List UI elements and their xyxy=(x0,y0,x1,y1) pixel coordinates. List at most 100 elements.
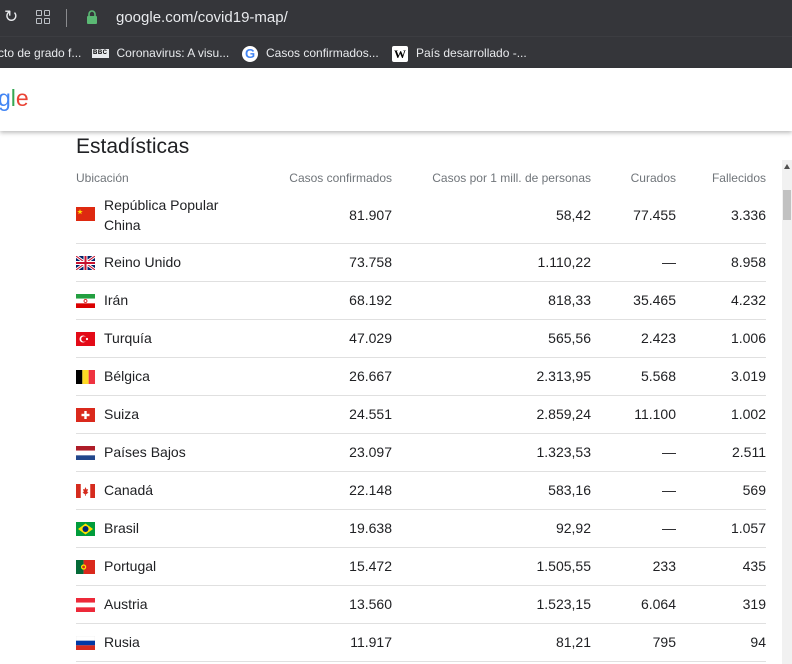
iran-flag xyxy=(76,294,95,308)
confirmed-cases: 13.560 xyxy=(349,596,392,612)
scroll-up-icon[interactable] xyxy=(784,164,790,169)
country-name: Brasil xyxy=(104,520,140,536)
page-title: Estadísticas xyxy=(76,135,190,158)
stats-table: República Popular China 81.907 58,42 77.… xyxy=(76,190,766,662)
cases-per-million: 818,33 xyxy=(548,292,591,308)
page-header: gle xyxy=(0,68,792,131)
reload-icon[interactable]: ↻ xyxy=(4,7,19,26)
deaths-count: 3.336 xyxy=(730,207,766,223)
recovered-count: 77.455 xyxy=(633,207,676,223)
cases-per-million: 1.523,15 xyxy=(536,596,592,612)
cases-per-million: 2.313,95 xyxy=(536,368,592,384)
recovered-count: — xyxy=(662,444,676,460)
bookmark-label: cto de grado f... xyxy=(0,46,82,60)
confirmed-cases: 15.472 xyxy=(349,558,392,574)
column-header-confirmed[interactable]: Casos confirmados xyxy=(289,171,392,185)
country-name: Suiza xyxy=(104,406,140,422)
deaths-count: 1.002 xyxy=(730,406,766,422)
bookmark-label: País desarrollado -... xyxy=(416,46,527,60)
bookmark-item[interactable]: G Casos confirmados... xyxy=(242,43,379,63)
deaths-count: 1.057 xyxy=(730,520,766,536)
confirmed-cases: 22.148 xyxy=(349,482,392,498)
logo-letter: e xyxy=(15,85,29,111)
china-flag xyxy=(76,207,95,221)
confirmed-cases: 23.097 xyxy=(349,444,392,460)
cases-per-million: 1.110,22 xyxy=(537,254,591,270)
cases-per-million: 565,56 xyxy=(548,330,591,346)
bbc-icon: BBC xyxy=(92,49,109,59)
bookmark-item[interactable]: W País desarrollado -... xyxy=(392,43,527,63)
country-name: Portugal xyxy=(104,558,157,574)
url-text[interactable]: google.com/covid19-map/ xyxy=(116,9,288,26)
austria-flag xyxy=(76,598,95,612)
russia-flag xyxy=(76,636,95,650)
recovered-count: 2.423 xyxy=(640,330,676,346)
country-name: Turquía xyxy=(104,330,152,346)
deaths-count: 2.511 xyxy=(732,444,766,460)
table-row[interactable]: Países Bajos 23.097 1.323,53 — 2.511 xyxy=(76,434,766,472)
confirmed-cases: 81.907 xyxy=(349,207,392,223)
table-row[interactable]: Irán 68.192 818,33 35.465 4.232 xyxy=(76,282,766,320)
wikipedia-icon: W xyxy=(392,45,408,62)
deaths-count: 569 xyxy=(742,482,766,498)
switzerland-flag xyxy=(76,408,95,422)
recovered-count: 795 xyxy=(652,634,676,650)
table-row[interactable]: Reino Unido 73.758 1.110,22 — 8.958 xyxy=(76,244,766,282)
bookmark-item[interactable]: BBC Coronavirus: A visu... xyxy=(92,43,229,63)
table-row[interactable]: República Popular China 81.907 58,42 77.… xyxy=(76,190,766,244)
deaths-count: 319 xyxy=(742,596,766,612)
country-name: Países Bajos xyxy=(104,444,186,460)
table-row[interactable]: Suiza 24.551 2.859,24 11.100 1.002 xyxy=(76,396,766,434)
cases-per-million: 583,16 xyxy=(548,482,591,498)
recovered-count: 11.100 xyxy=(634,406,676,422)
recovered-count: — xyxy=(662,254,676,270)
cases-per-million: 1.505,55 xyxy=(536,558,592,574)
recovered-count: 5.568 xyxy=(640,368,676,384)
confirmed-cases: 11.917 xyxy=(350,634,392,650)
column-header-recovered[interactable]: Curados xyxy=(630,171,676,185)
turkey-flag xyxy=(76,332,95,346)
deaths-count: 1.006 xyxy=(730,330,766,346)
scrollbar[interactable] xyxy=(782,160,792,664)
deaths-count: 435 xyxy=(742,558,766,574)
country-name: Irán xyxy=(104,292,129,308)
country-name: Canadá xyxy=(104,482,154,498)
column-header-deaths[interactable]: Fallecidos xyxy=(711,171,766,185)
logo-letter: g xyxy=(0,85,11,111)
table-row[interactable]: Rusia 11.917 81,21 795 94 xyxy=(76,624,766,662)
tab-grid-icon[interactable] xyxy=(36,10,50,24)
country-name: Reino Unido xyxy=(104,254,182,270)
recovered-count: — xyxy=(662,482,676,498)
deaths-count: 3.019 xyxy=(730,368,766,384)
scrollbar-thumb[interactable] xyxy=(783,190,791,220)
recovered-count: — xyxy=(662,520,676,536)
table-row[interactable]: Turquía 47.029 565,56 2.423 1.006 xyxy=(76,320,766,358)
bookmark-label: Coronavirus: A visu... xyxy=(116,46,230,60)
google-icon: G xyxy=(242,45,258,62)
table-header: Ubicación Casos confirmados Casos por 1 … xyxy=(76,171,766,187)
confirmed-cases: 24.551 xyxy=(349,406,392,422)
logo-letter: l xyxy=(10,85,16,111)
confirmed-cases: 47.029 xyxy=(349,330,392,346)
cases-per-million: 58,42 xyxy=(555,207,591,223)
table-row[interactable]: Canadá 22.148 583,16 — 569 xyxy=(76,472,766,510)
bookmark-item[interactable]: cto de grado f... xyxy=(0,43,81,63)
cases-per-million: 92,92 xyxy=(555,520,591,536)
deaths-count: 8.958 xyxy=(730,254,766,270)
recovered-count: 233 xyxy=(652,558,676,574)
deaths-count: 4.232 xyxy=(730,292,766,308)
table-row[interactable]: Brasil 19.638 92,92 — 1.057 xyxy=(76,510,766,548)
uk-flag xyxy=(76,256,95,270)
table-row[interactable]: Bélgica 26.667 2.313,95 5.568 3.019 xyxy=(76,358,766,396)
cases-per-million: 81,21 xyxy=(555,634,591,650)
belgium-flag xyxy=(76,370,95,384)
confirmed-cases: 73.758 xyxy=(349,254,392,270)
confirmed-cases: 26.667 xyxy=(349,368,392,384)
table-row[interactable]: Austria 13.560 1.523,15 6.064 319 xyxy=(76,586,766,624)
table-row[interactable]: Portugal 15.472 1.505,55 233 435 xyxy=(76,548,766,586)
portugal-flag xyxy=(76,560,95,574)
column-header-per-million[interactable]: Casos por 1 mill. de personas xyxy=(432,171,591,185)
cases-per-million: 1.323,53 xyxy=(536,444,592,460)
column-header-location[interactable]: Ubicación xyxy=(76,171,129,185)
google-logo[interactable]: gle xyxy=(0,83,29,113)
